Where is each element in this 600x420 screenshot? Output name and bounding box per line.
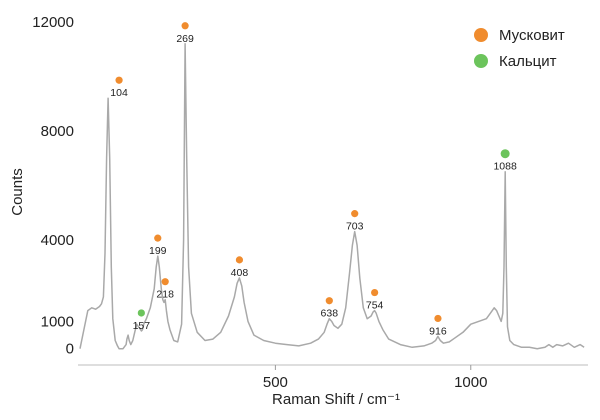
peak-label: 1088 [493, 161, 517, 173]
legend-swatch [474, 28, 488, 42]
peak-label: 269 [176, 33, 194, 45]
peak-label: 638 [321, 308, 339, 320]
peak-markers: 104 157 199 218 269 408 638 703 754 916 1088 [110, 22, 517, 337]
y-tick-label: 1000 [41, 313, 74, 330]
peak-label: 916 [429, 325, 447, 337]
peak-dot [500, 149, 510, 159]
series-layer [79, 43, 585, 350]
peak-dot [325, 297, 333, 305]
peak-label: 157 [133, 320, 151, 332]
y-tick-label: 0 [66, 341, 74, 358]
x-tick-labels: 500 1000 [263, 365, 487, 391]
legend: Мусковит Кальцит [474, 27, 565, 70]
y-tick-label: 4000 [41, 232, 74, 249]
peak-dot [235, 256, 244, 264]
legend-label: Мусковит [499, 27, 565, 44]
legend-swatch [474, 54, 488, 68]
y-tick-labels: 0 1000 4000 8000 12000 [32, 14, 74, 358]
peak-dot [154, 234, 162, 242]
x-tick-label: 1000 [454, 374, 487, 391]
x-tick-label: 500 [263, 374, 288, 391]
y-tick-label: 12000 [32, 14, 74, 31]
legend-label: Кальцит [499, 53, 557, 70]
spectrum-line [79, 43, 585, 350]
y-tick-label: 8000 [41, 123, 74, 140]
peak-dot [115, 76, 123, 84]
y-axis-label: Counts [9, 168, 26, 216]
peak-dot [371, 288, 379, 297]
peak-label: 754 [366, 300, 384, 312]
peak-label: 199 [149, 245, 167, 257]
peak-dot [161, 278, 169, 286]
peak-label: 218 [156, 289, 174, 301]
peak-dot [351, 210, 359, 218]
peak-label: 104 [110, 87, 128, 99]
x-axis-label: Raman Shift / cm⁻¹ [272, 391, 400, 408]
peak-label: 703 [346, 221, 364, 233]
peak-dot [434, 314, 442, 323]
peak-dot [181, 22, 189, 30]
peak-dot [137, 309, 145, 317]
peak-label: 408 [231, 267, 249, 279]
